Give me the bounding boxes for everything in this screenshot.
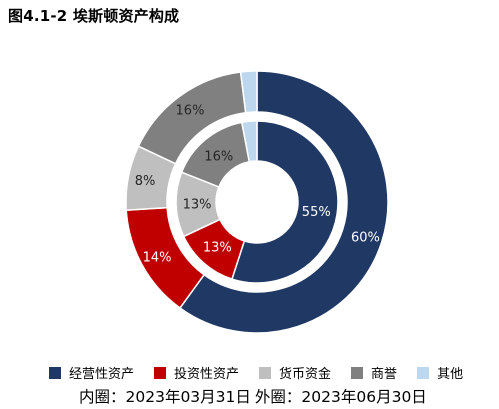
inner-label-operating-assets: 55% [302,205,331,220]
legend-swatch-cash [259,366,272,379]
inner-label-investment-assets: 13% [203,241,232,256]
inner-slice-operating-assets [231,120,339,284]
outer-label-investment-assets: 14% [143,250,172,265]
legend-label-goodwill: 商誉 [371,367,398,382]
legend-label-other: 其他 [437,367,464,382]
legend-swatch-investment-assets [154,366,167,379]
outer-label-cash: 8% [135,174,156,189]
legend-item-cash: 货币资金 [259,363,331,382]
inner-label-cash: 13% [183,197,212,212]
outer-ring-caption: 外圈：2023年06月30日 [254,388,427,406]
legend-label-cash: 货币资金 [279,367,332,382]
legend-swatch-goodwill [351,366,364,379]
legend-label-investment-assets: 投资性资产 [174,367,240,382]
outer-label-goodwill: 16% [176,103,205,118]
legend-item-other: 其他 [417,363,463,382]
inner-ring-caption: 内圈：2023年03月31日 [79,388,251,406]
legend-label-operating-assets: 经营性资产 [69,367,135,382]
legend-swatch-operating-assets [49,366,61,379]
outer-label-operating-assets: 60% [351,231,380,246]
legend: 经营性资产 投资性资产 货币资金 商誉 其他 [49,363,463,382]
legend-swatch-other [417,366,430,379]
legend-item-goodwill: 商誉 [351,363,397,382]
outer-slice-operating-assets [178,70,389,334]
ring-caption: 内圈：2023年03月31日 外圈：2023年06月30日 [79,385,427,407]
legend-item-investment-assets: 投资性资产 [154,363,239,382]
inner-slice-other [240,120,258,163]
inner-label-goodwill: 16% [204,149,233,164]
outer-slice-other [239,70,258,114]
legend-item-operating-assets: 经营性资产 [49,363,134,382]
chart-title: 图4.1-2 埃斯顿资产构成 [8,7,180,25]
